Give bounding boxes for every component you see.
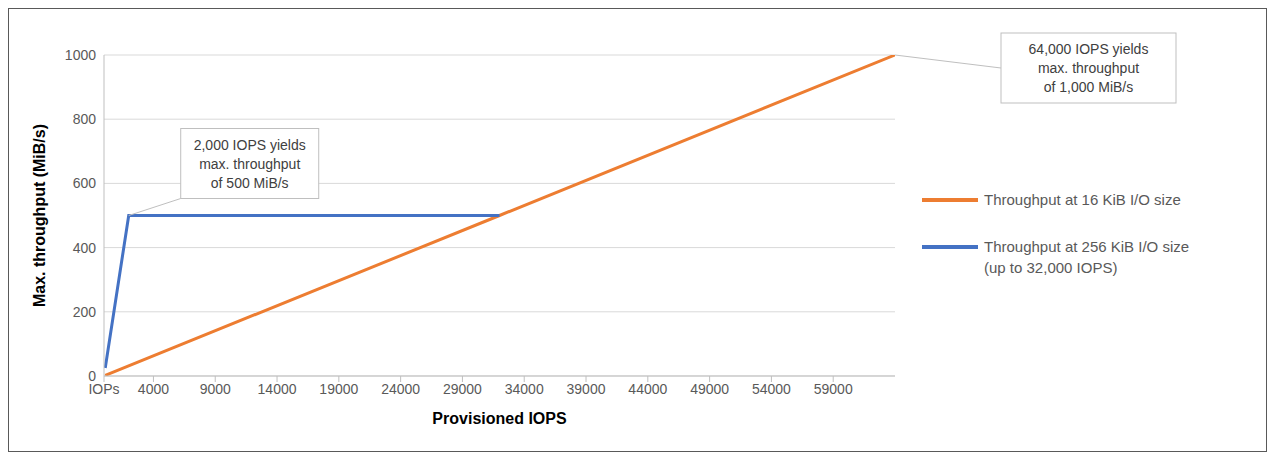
svg-text:19000: 19000 (319, 381, 358, 397)
svg-text:of 1,000 MiB/s: of 1,000 MiB/s (1044, 79, 1134, 95)
svg-text:2,000 IOPS yields: 2,000 IOPS yields (194, 137, 306, 153)
svg-text:24000: 24000 (381, 381, 420, 397)
html-text:Throughput at 16 KiB I/O size: Throughput at 16 KiB I/O size (984, 191, 1181, 208)
svg-text:59000: 59000 (814, 381, 853, 397)
svg-text:4000: 4000 (138, 381, 169, 397)
html-text:Throughput at 256 KiB I/O size: Throughput at 256 KiB I/O size (up to 32… (984, 238, 1190, 276)
svg-text:Max. throughput (MiB/s): Max. throughput (MiB/s) (31, 124, 48, 307)
svg-text:max. throughput: max. throughput (1038, 60, 1139, 76)
svg-text:max. throughput: max. throughput (199, 156, 300, 172)
svg-text:200: 200 (73, 304, 97, 320)
svg-text:9000: 9000 (200, 381, 231, 397)
svg-text:600: 600 (73, 175, 97, 191)
svg-text:800: 800 (73, 111, 97, 127)
svg-text:44000: 44000 (628, 381, 667, 397)
svg-text:IOPs: IOPs (88, 380, 120, 397)
svg-text:64,000 IOPS yields: 64,000 IOPS yields (1029, 41, 1149, 57)
svg-text:49000: 49000 (690, 381, 729, 397)
svg-text:400: 400 (73, 240, 97, 256)
svg-text:Provisioned IOPS: Provisioned IOPS (432, 410, 567, 427)
svg-text:29000: 29000 (443, 381, 482, 397)
svg-text:34000: 34000 (505, 381, 544, 397)
svg-text:14000: 14000 (258, 381, 297, 397)
svg-text:1000: 1000 (65, 47, 96, 63)
svg-text:54000: 54000 (752, 381, 791, 397)
svg-text:39000: 39000 (567, 381, 606, 397)
svg-text:0: 0 (88, 368, 96, 384)
svg-text:of 500 MiB/s: of 500 MiB/s (211, 175, 289, 191)
